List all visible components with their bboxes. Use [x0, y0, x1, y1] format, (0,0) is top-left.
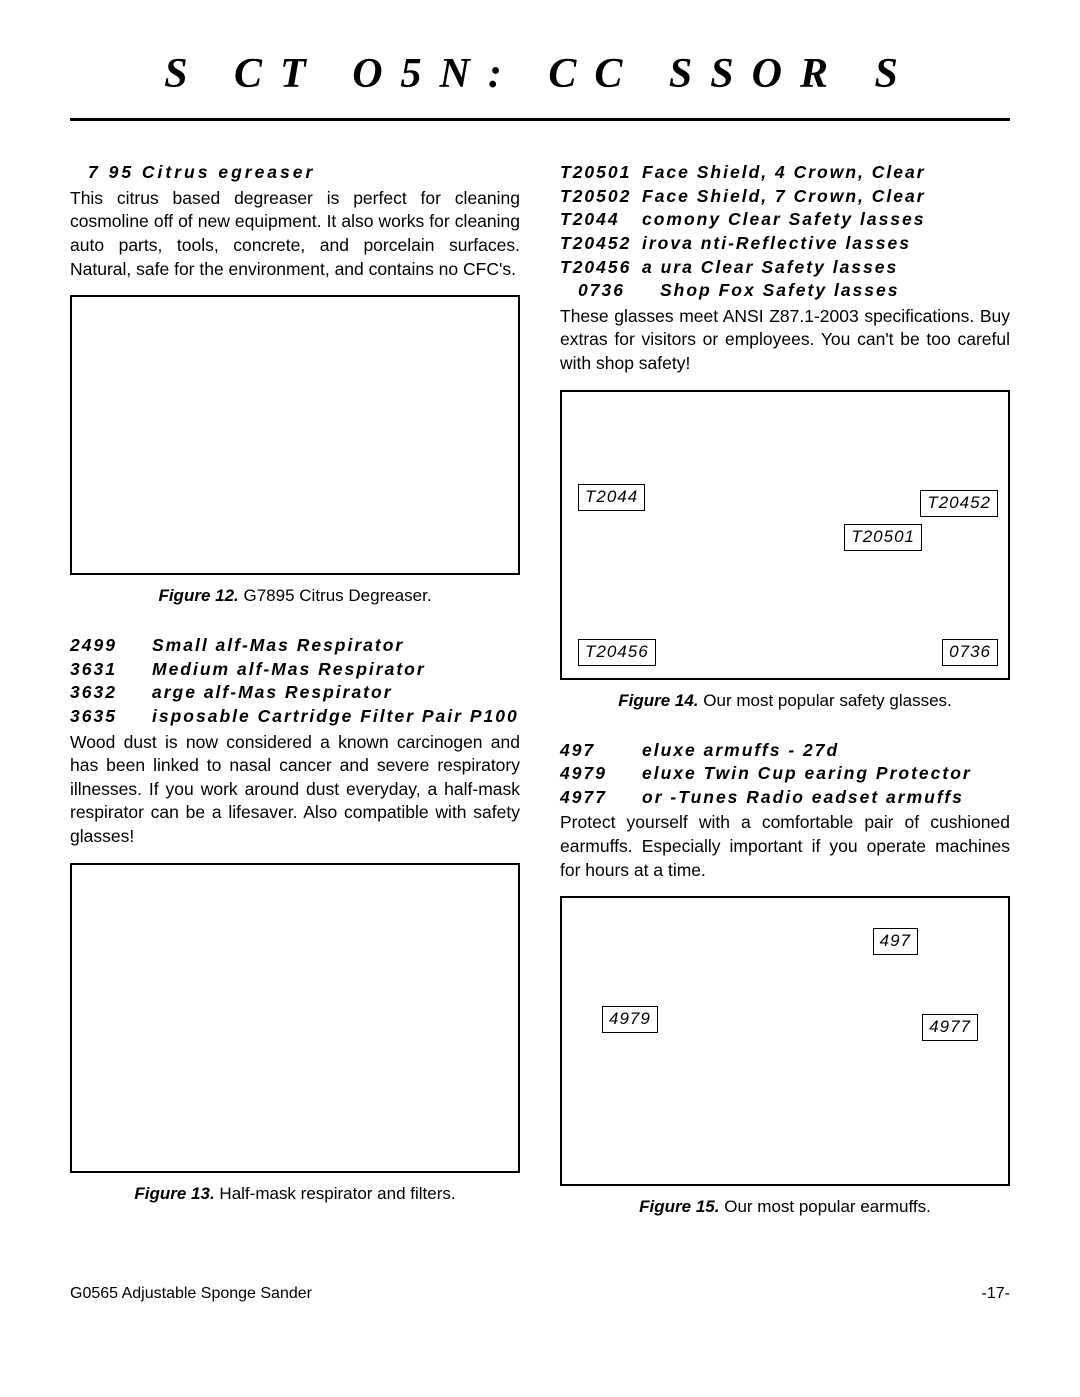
- figure-text: G7895 Citrus Degreaser.: [244, 586, 432, 605]
- footer-left: G0565 Adjustable Sponge Sander: [70, 1285, 312, 1303]
- figure-12-caption: Figure 12. G7895 Citrus Degreaser.: [70, 585, 520, 608]
- page-footer: G0565 Adjustable Sponge Sander -17-: [70, 1285, 1010, 1303]
- code: T20456: [560, 256, 642, 280]
- desc: irova nti-Reflective lasses: [642, 232, 1010, 256]
- desc: or -Tunes Radio eadset armuffs: [642, 786, 1010, 810]
- respirator-list: 2499Small alf-Mas Respirator 3631Medium …: [70, 634, 520, 729]
- code: 3631: [70, 658, 152, 682]
- desc: Medium alf-Mas Respirator: [152, 658, 520, 682]
- figure-label: Figure 12.: [158, 586, 238, 605]
- glasses-description: These glasses meet ANSI Z87.1-2003 speci…: [560, 305, 1010, 376]
- product-heading: 7 95 Citrus egreaser: [70, 161, 520, 185]
- figure-label: Figure 13.: [134, 1184, 214, 1203]
- desc: isposable Cartridge Filter Pair P100: [152, 705, 520, 729]
- code: 3632: [70, 681, 152, 705]
- left-column: 7 95 Citrus egreaser This citrus based d…: [70, 161, 520, 1245]
- callout-label: 497: [873, 928, 918, 955]
- figure-label: Figure 15.: [639, 1197, 719, 1216]
- callout-label: T2044: [578, 484, 645, 511]
- callout-label: T20501: [844, 524, 922, 551]
- code: T20501: [560, 161, 642, 185]
- desc: eluxe armuffs - 27d: [642, 739, 1010, 763]
- figure-text: Our most popular earmuffs.: [724, 1197, 931, 1216]
- figure-14-caption: Figure 14. Our most popular safety glass…: [560, 690, 1010, 713]
- figure-13-box: [70, 863, 520, 1173]
- callout-label: T20456: [578, 639, 656, 666]
- code: 497: [560, 739, 642, 763]
- callout-label: 4979: [602, 1006, 658, 1033]
- figure-15-box: 497 4979 4977: [560, 896, 1010, 1186]
- earmuffs-list: 497eluxe armuffs - 27d 4979eluxe Twin Cu…: [560, 739, 1010, 810]
- figure-14-box: T2044 T20452 T20501 T20456 0736: [560, 390, 1010, 680]
- code: T2044: [560, 208, 642, 232]
- figure-13-caption: Figure 13. Half-mask respirator and filt…: [70, 1183, 520, 1206]
- desc: comony Clear Safety lasses: [642, 208, 1010, 232]
- right-column: T20501Face Shield, 4 Crown, Clear T20502…: [560, 161, 1010, 1245]
- desc: eluxe Twin Cup earing Protector: [642, 762, 1010, 786]
- desc: arge alf-Mas Respirator: [152, 681, 520, 705]
- callout-label: 0736: [942, 639, 998, 666]
- section-title: S CT O5N: CC SSOR S: [70, 50, 1010, 121]
- code: 0736: [578, 279, 660, 303]
- code: 4977: [560, 786, 642, 810]
- code: 4979: [560, 762, 642, 786]
- figure-text: Half-mask respirator and filters.: [219, 1184, 455, 1203]
- callout-label: T20452: [920, 490, 998, 517]
- code: 3635: [70, 705, 152, 729]
- figure-12-box: [70, 295, 520, 575]
- product-description: This citrus based degreaser is perfect f…: [70, 187, 520, 282]
- figure-text: Our most popular safety glasses.: [703, 691, 952, 710]
- glasses-list: T20501Face Shield, 4 Crown, Clear T20502…: [560, 161, 1010, 303]
- desc: Shop Fox Safety lasses: [660, 279, 1010, 303]
- desc: Small alf-Mas Respirator: [152, 634, 520, 658]
- two-column-layout: 7 95 Citrus egreaser This citrus based d…: [70, 161, 1010, 1245]
- figure-label: Figure 14.: [618, 691, 698, 710]
- respirator-description: Wood dust is now considered a known carc…: [70, 731, 520, 849]
- desc: Face Shield, 4 Crown, Clear: [642, 161, 1010, 185]
- callout-label: 4977: [922, 1014, 978, 1041]
- footer-right: -17-: [982, 1285, 1010, 1303]
- desc: a ura Clear Safety lasses: [642, 256, 1010, 280]
- desc: Face Shield, 7 Crown, Clear: [642, 185, 1010, 209]
- code: T20502: [560, 185, 642, 209]
- code: T20452: [560, 232, 642, 256]
- earmuffs-description: Protect yourself with a comfortable pair…: [560, 811, 1010, 882]
- code: 2499: [70, 634, 152, 658]
- figure-15-caption: Figure 15. Our most popular earmuffs.: [560, 1196, 1010, 1219]
